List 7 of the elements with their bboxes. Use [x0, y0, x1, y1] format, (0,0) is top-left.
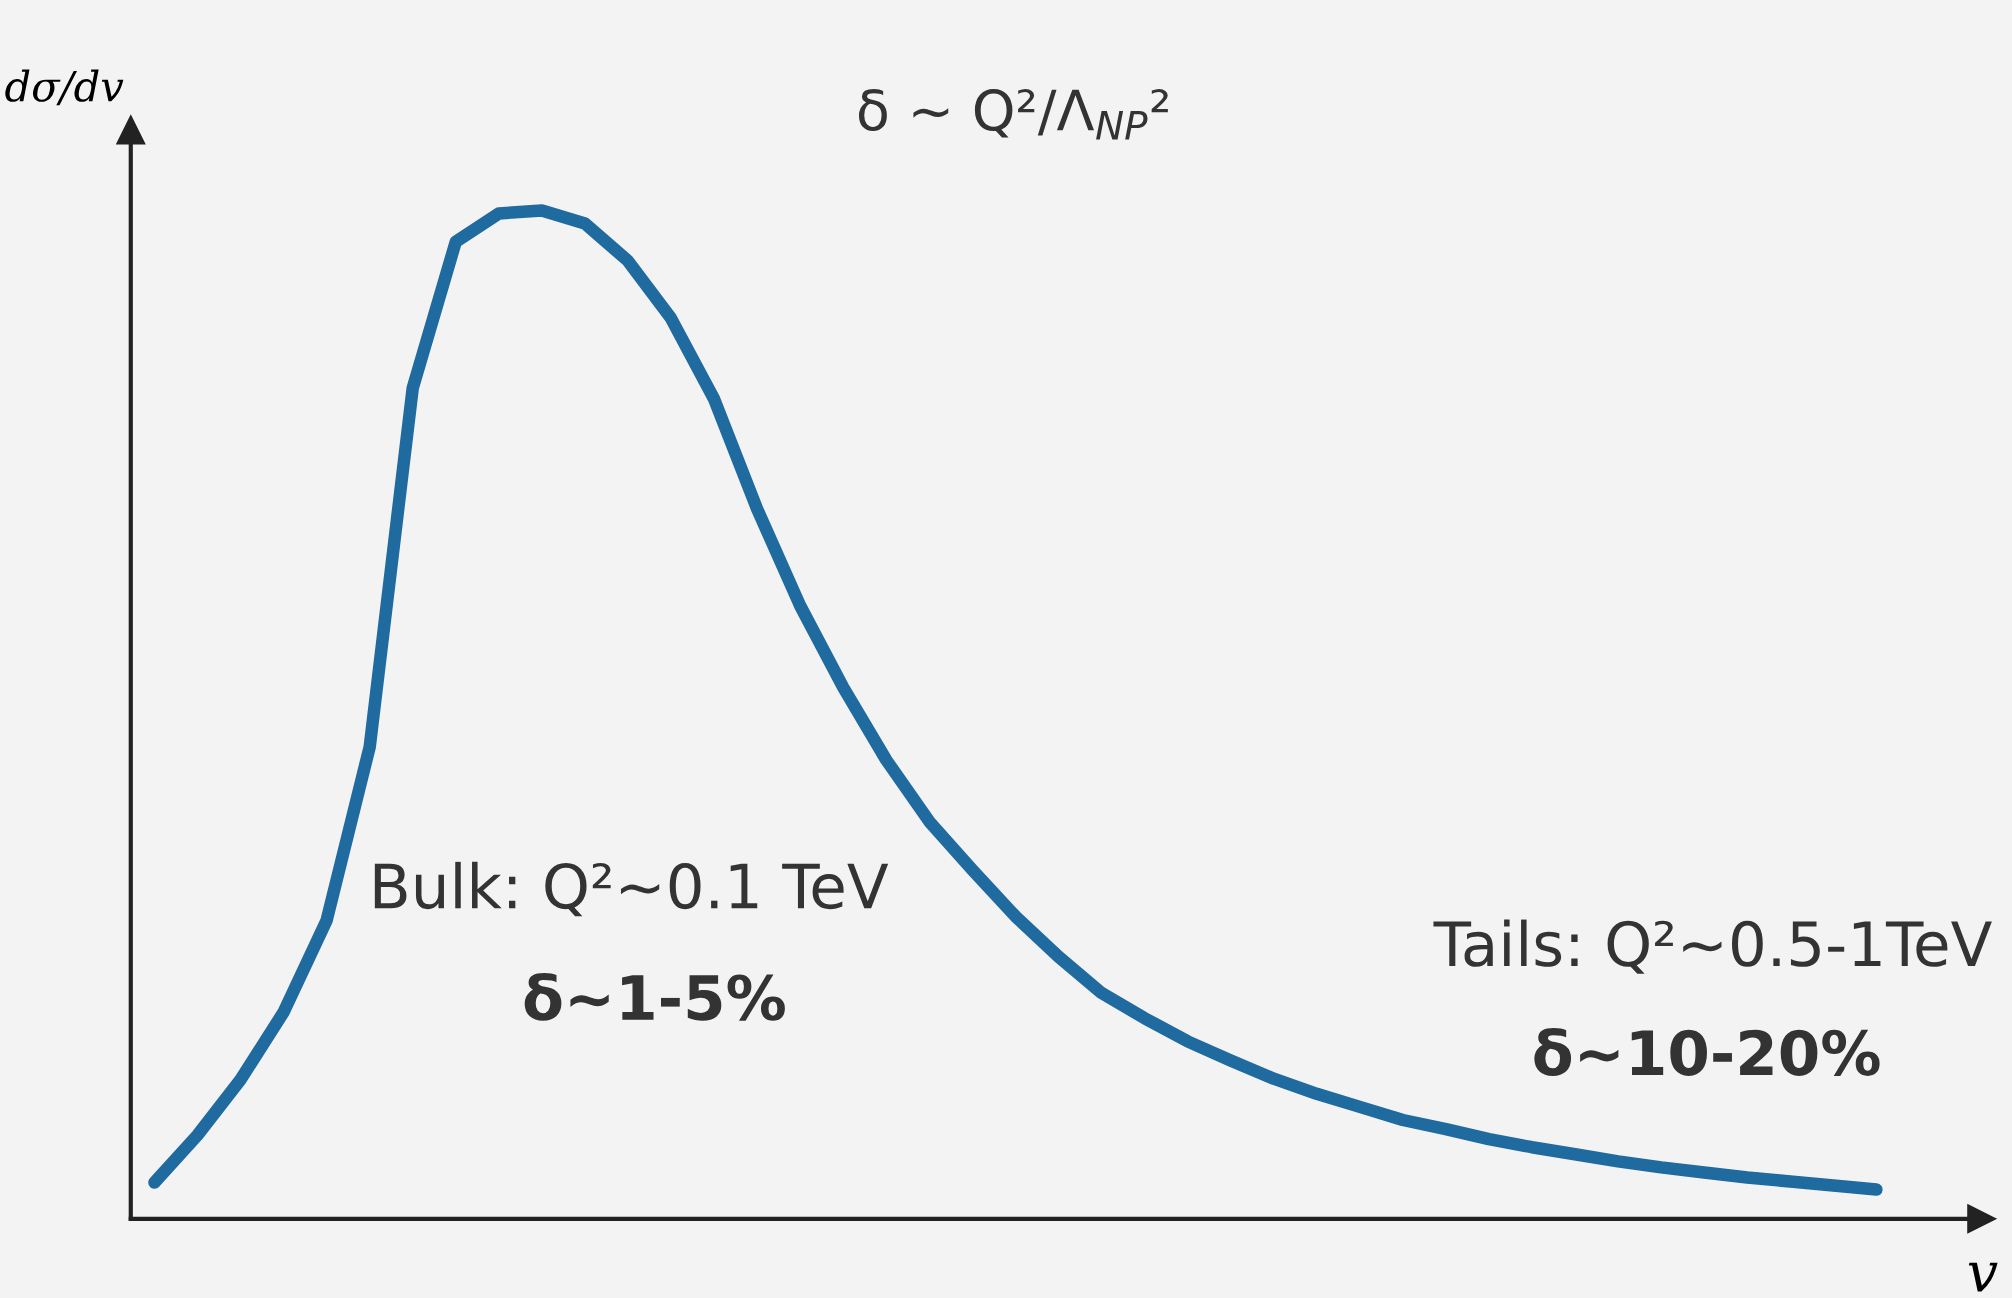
annotation: Tails: Q²~0.5-1TeV: [1433, 919, 1992, 974]
x-axis-title: v: [1968, 1262, 1998, 1292]
annotation: δ~1-5%: [524, 972, 785, 1021]
text: δ ~ Q²/Λ$_{NP}$²: [858, 89, 1168, 140]
annotation: δ~10-20%: [1534, 1028, 1880, 1076]
annotation: Bulk: Q²~0.1 TeV: [374, 861, 889, 917]
y-axis-title: dσ/dv: [5, 69, 124, 106]
